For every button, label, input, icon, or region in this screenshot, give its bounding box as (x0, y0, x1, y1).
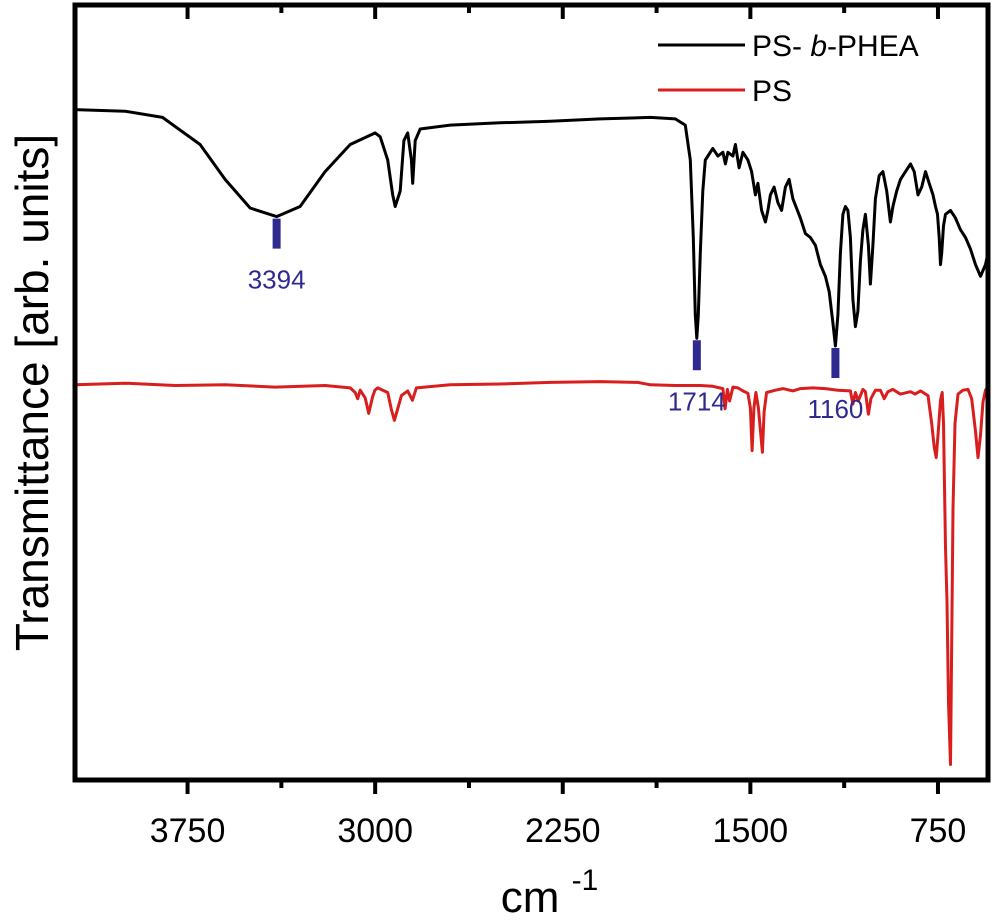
legend-label-prefix: PS- (752, 30, 810, 63)
x-tick-label-3000: 3000 (337, 812, 413, 850)
x-tick-label-1500: 1500 (713, 812, 789, 850)
legend: PS- b-PHEA PS (658, 30, 919, 108)
series-line-ps-b-phea (73, 108, 990, 348)
x-tick-label-3750: 3750 (150, 812, 226, 850)
legend-label-suffix: -PHEA (827, 30, 919, 63)
x-axis-title: cm -1 (501, 864, 599, 921)
x-axis-title-base: cm (501, 873, 560, 921)
x-axis: 3750 3000 2250 1500 750 (150, 5, 967, 850)
peak-label-1714: 1714 (668, 386, 726, 416)
plot-area: 3394 1714 1160 (73, 108, 990, 766)
legend-label-italic: b (810, 30, 827, 63)
peak-label-1160: 1160 (807, 394, 863, 424)
x-axis-title-superscript: -1 (572, 864, 599, 897)
x-tick-label-750: 750 (910, 812, 967, 850)
series-line-ps (73, 380, 990, 766)
plot-frame (72, 2, 991, 783)
x-tick-label-2250: 2250 (525, 812, 601, 850)
legend-label-ps-b-phea: PS- b-PHEA (752, 30, 919, 63)
peak-label-3394: 3394 (248, 265, 306, 295)
y-axis-title: Transmittance [arb. units] (6, 134, 58, 651)
legend-label-ps: PS (752, 75, 792, 108)
